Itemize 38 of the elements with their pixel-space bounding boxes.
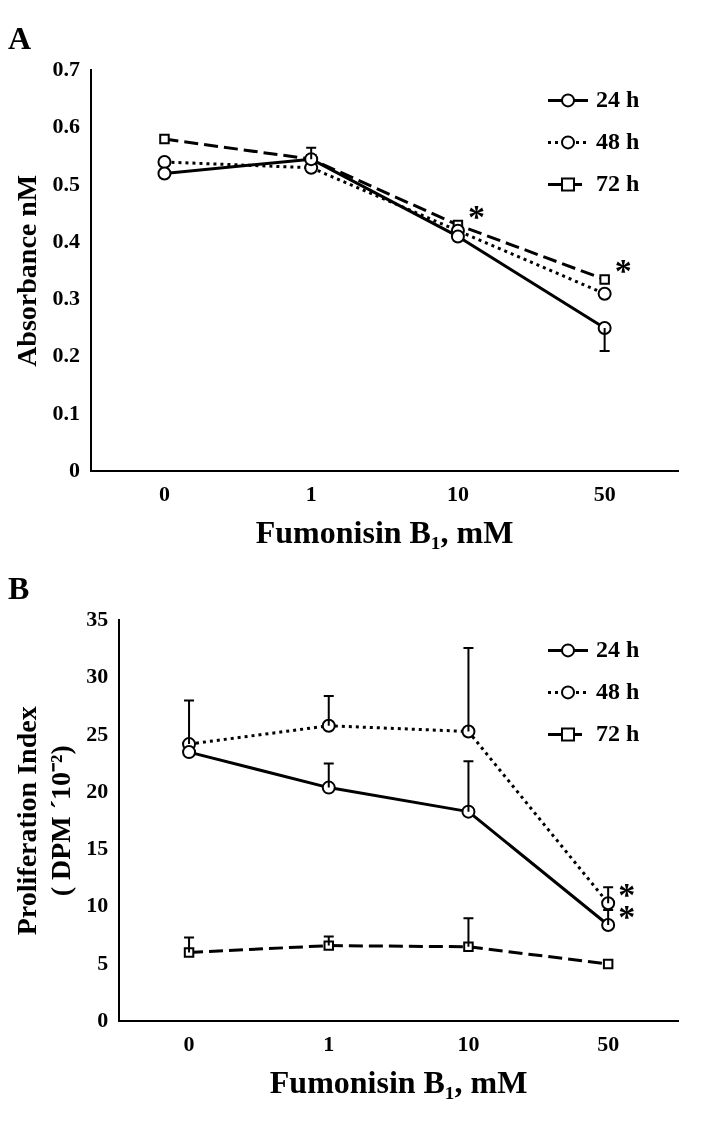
chart-title: A [8, 20, 32, 57]
y-axis-title: Proliferation Index ( DPM ´10⁻²) [11, 706, 76, 936]
x-tick-label: 50 [597, 1031, 620, 1057]
x-tick-label: 10 [457, 1031, 480, 1057]
y-tick-label: 5 [97, 949, 109, 975]
x-tick-label: 0 [183, 1031, 195, 1057]
legend-label: 72 h [596, 169, 640, 196]
annotation: * [467, 197, 485, 235]
legend-label: 24 h [596, 635, 640, 662]
legend-label: 24 h [596, 85, 640, 112]
y-tick-label: 0 [69, 456, 81, 482]
y-tick-label: 0.6 [52, 113, 81, 139]
y-tick-label: 35 [86, 606, 109, 632]
y-tick-label: 15 [86, 835, 109, 861]
x-tick-label: 10 [446, 481, 469, 507]
y-tick-label: 0.4 [52, 227, 81, 253]
y-tick-label: 20 [86, 777, 109, 803]
chart-title: B [8, 570, 30, 607]
y-tick-label: 0.2 [52, 342, 81, 368]
y-tick-label: 30 [86, 663, 109, 689]
x-axis-title: Fumonisin B₁, mM [269, 1064, 528, 1101]
x-axis-title: Fumonisin B₁, mM [255, 514, 514, 551]
y-tick-label: 25 [86, 720, 109, 746]
x-tick-label: 0 [158, 481, 170, 507]
x-tick-label: 1 [305, 481, 317, 507]
legend-label: 48 h [596, 677, 640, 704]
annotation: * [614, 252, 632, 290]
y-tick-label: 0 [97, 1006, 109, 1032]
y-tick-label: 0.1 [52, 399, 81, 425]
y-axis-title: Absorbance nM [11, 174, 43, 367]
legend-label: 48 h [596, 127, 640, 154]
x-tick-label: 1 [323, 1031, 335, 1057]
y-tick-label: 0.3 [52, 285, 81, 311]
x-tick-label: 50 [593, 481, 616, 507]
y-tick-label: 0.5 [52, 170, 81, 196]
y-tick-label: 10 [86, 892, 109, 918]
legend-label: 72 h [596, 719, 640, 746]
y-tick-label: 0.7 [52, 56, 81, 82]
